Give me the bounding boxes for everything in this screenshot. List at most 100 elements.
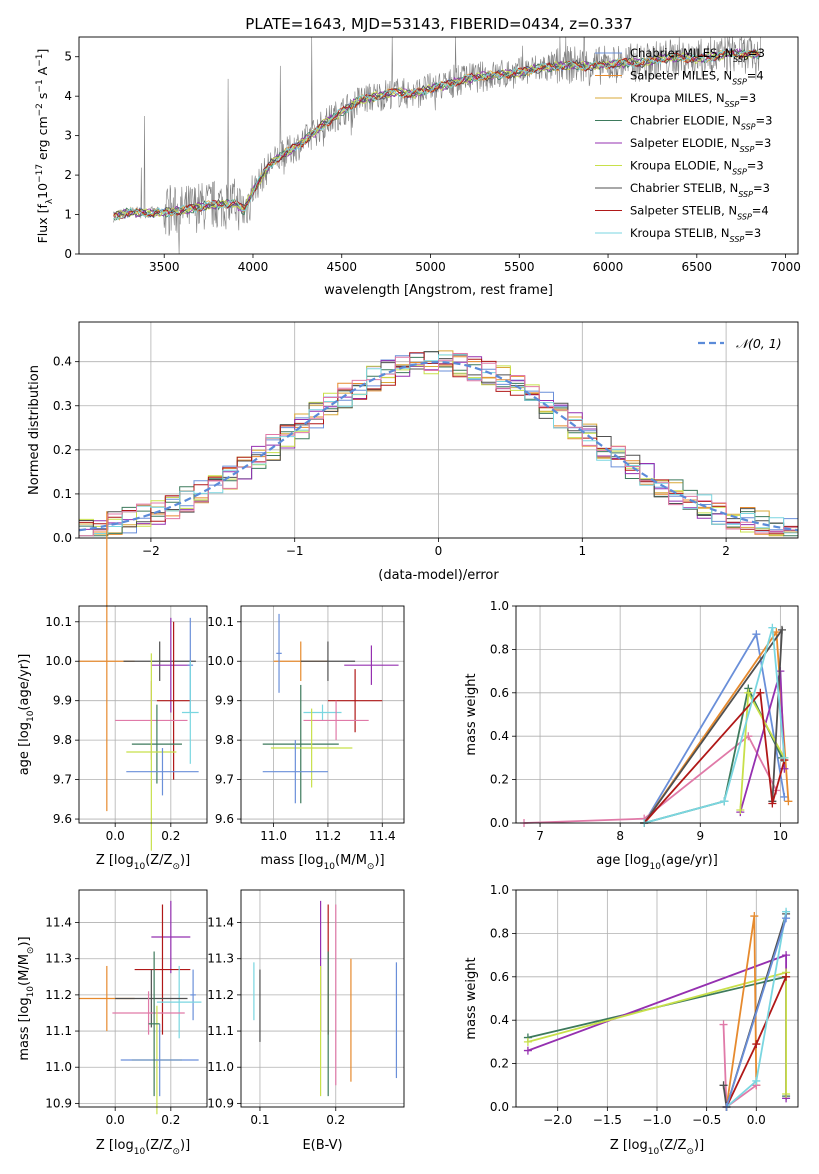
legend-entry-chabrier_miles: Chabrier MILES, NSSP=3 <box>630 46 765 64</box>
age_vs_Z-axes <box>79 511 207 851</box>
spectrum-model-kroupa_stelib <box>113 49 760 221</box>
legend-entry-kroupa_elodie: Kroupa ELODIE, NSSP=3 <box>630 159 764 177</box>
weight_vs_Z-marker <box>782 914 791 923</box>
age_vs_Z-errorbar <box>126 653 177 851</box>
residuals-ytick-label: 0.2 <box>53 443 72 457</box>
weight_vs_age-marker <box>768 623 777 632</box>
age_vs_Z-ytick-label: 9.6 <box>53 812 72 826</box>
weight_vs_age-ytick-label: 0.4 <box>490 729 509 743</box>
weight_vs_Z-xlabel: Z [log10(Z/Z⊙)] <box>610 1138 704 1157</box>
weight_vs_age-border <box>515 605 799 824</box>
age_vs_mass-ytick-label: 10.0 <box>207 654 234 668</box>
mass_vs_Z-xtick-label: 0.0 <box>106 1113 125 1127</box>
age_vs_Z-ytick-label: 9.9 <box>53 694 72 708</box>
spectrum-legend: Chabrier MILES, NSSP=3 Salpeter MILES, NS… <box>595 46 772 244</box>
age_vs_Z-ylabel: age [log10(age/yr)] <box>17 654 36 776</box>
weight_vs_Z-ytick-label: 0.6 <box>490 970 509 984</box>
spectrum-xtick-label: 6000 <box>593 260 624 274</box>
mass_vs_ebv-ytick-label: 11.1 <box>207 1024 234 1038</box>
weight_vs_Z-line <box>725 917 787 1108</box>
age_vs_mass-errorbar <box>344 645 399 685</box>
weight_vs_Z-ytick-label: 0.8 <box>490 926 509 940</box>
age_vs_mass-errorbar <box>262 684 339 804</box>
spectrum-ytick-label: 3 <box>64 129 72 143</box>
age_vs_mass-errorbar <box>327 669 383 733</box>
age_vs_Z-xtick-label: 0.0 <box>106 829 125 843</box>
weight_vs_Z-marker <box>750 912 759 921</box>
residuals-ytick-label: 0.0 <box>53 531 72 545</box>
weight_vs_age-marker <box>744 688 753 697</box>
mass_vs_Z-ytick-label: 11.3 <box>45 952 72 966</box>
weight_vs_age-frame: 7 8 9 10 0.0 0.2 0.4 0.6 0.8 1.0 <box>490 599 799 843</box>
weight_vs_Z-ytick-label: 1.0 <box>490 883 509 897</box>
age_vs_Z-errorbar <box>156 621 191 780</box>
weight_vs_Z-marker <box>782 972 791 981</box>
spectrum-model-kroupa_elodie <box>113 49 760 218</box>
weight_vs_Z-marker <box>752 1076 761 1085</box>
spectrum-xtick-label: 5000 <box>415 260 446 274</box>
weight_vs_age-xtick-label: 7 <box>536 829 544 843</box>
weight_vs_age-marker <box>777 625 786 634</box>
spectrum-xtick-label: 6500 <box>682 260 713 274</box>
weight_vs_Z-marker <box>782 1089 791 1098</box>
residuals-legend: 𝒩(0, 1) <box>698 336 782 351</box>
weight_vs_age-marker <box>780 792 789 801</box>
age_vs_mass-ytick-label: 10.1 <box>207 615 234 629</box>
residuals-xlabel: (data-model)/error <box>378 568 499 583</box>
mass_vs_Z-errorbar <box>112 991 185 1035</box>
mass_vs_ebv-border <box>240 889 405 1108</box>
mass_vs_ebv-ytick-label: 11.0 <box>207 1060 234 1074</box>
spectrum-xlabel: wavelength [Angstrom, rest frame] <box>324 283 553 298</box>
gaussian-reference-line <box>78 360 799 532</box>
mass_vs_Z-errorbar <box>120 1023 199 1097</box>
mass_vs_Z-ytick-label: 11.1 <box>45 1024 72 1038</box>
mass_vs_ebv-xlabel: E(B-V) <box>302 1138 342 1153</box>
weight_vs_Z-xtick-label: −2.0 <box>543 1113 572 1127</box>
age_vs_Z-xlabel: Z [log10(Z/Z⊙)] <box>96 853 190 872</box>
weight_vs_age-series-salpeter_stelib <box>640 688 789 827</box>
weight_vs_age-ylabel: mass weight <box>464 673 479 755</box>
residuals-ylabel: Normed distribution <box>27 365 42 495</box>
mass_vs_Z-ylabel: mass [log10(M/M⊙)] <box>17 936 36 1060</box>
age_vs_mass-errorbar <box>303 700 369 741</box>
spectrum-ytick-label: 1 <box>64 208 72 222</box>
spectrum-ytick-label: 4 <box>64 89 72 103</box>
age_vs_mass-xtick-label: 11.4 <box>369 829 396 843</box>
weight_vs_age-xtick-label: 10 <box>773 829 788 843</box>
mass_vs_Z-errorbar <box>148 951 160 1097</box>
weight_vs_age-line <box>643 627 786 824</box>
legend-entry-gaussian: 𝒩(0, 1) <box>736 336 782 351</box>
residuals-frame: −2 −1 0 1 2 0.0 0.1 0.2 0.3 0.4 <box>53 321 799 558</box>
residuals-axes <box>78 322 799 539</box>
weight_vs_Z-ylabel: mass weight <box>464 957 479 1039</box>
spectrum-xtick-label: 7000 <box>770 260 801 274</box>
legend-entry-kroupa_miles: Kroupa MILES, NSSP=3 <box>630 91 756 109</box>
mass_vs_ebv-ytick-label: 11.4 <box>207 916 234 930</box>
weight_vs_Z-xtick-label: −1.0 <box>642 1113 671 1127</box>
residuals-ytick-label: 0.1 <box>53 487 72 501</box>
spectrum-xtick-label: 3500 <box>149 260 180 274</box>
age_vs_mass-ytick-label: 9.9 <box>215 694 234 708</box>
age_vs_Z-ytick-label: 10.1 <box>45 615 72 629</box>
residuals-ytick-label: 0.4 <box>53 355 72 369</box>
weight_vs_Z-xtick-label: 0.0 <box>747 1113 766 1127</box>
age_vs_Z-errorbar <box>126 748 199 796</box>
legend-entry-chabrier_elodie: Chabrier ELODIE, NSSP=3 <box>630 114 772 132</box>
mass_vs_Z-border <box>78 889 208 1108</box>
weight_vs_age-marker <box>768 799 777 808</box>
weight_vs_Z-line <box>725 915 758 1108</box>
weight_vs_Z-marker <box>752 1040 761 1049</box>
age_vs_mass-frame: 11.0 11.2 11.4 9.6 9.7 9.8 9.9 10.0 10.1 <box>207 605 405 843</box>
mass_vs_Z-errorbar <box>190 969 196 1021</box>
weight_vs_age-marker <box>780 753 789 762</box>
mass_vs_ebv-ytick-label: 11.2 <box>207 988 234 1002</box>
weight_vs_Z-frame: −2.0 −1.5 −1.0 −0.5 0.0 0.0 0.2 0.4 0.6 0.8 1.0 <box>490 883 799 1127</box>
mass_vs_Z-ytick-label: 10.9 <box>45 1096 72 1110</box>
weight_vs_Z-marker <box>523 1037 532 1046</box>
residuals-xtick-label: −1 <box>286 544 304 558</box>
mass_vs_Z-xtick-label: 0.2 <box>161 1113 180 1127</box>
age_vs_mass-ytick-label: 9.7 <box>215 773 234 787</box>
mass_vs_Z-ytick-label: 11.0 <box>45 1060 72 1074</box>
age_vs_mass-xlabel: mass [log10(M/M⊙)] <box>260 853 384 872</box>
weight_vs_Z-ytick-label: 0.0 <box>490 1100 509 1114</box>
